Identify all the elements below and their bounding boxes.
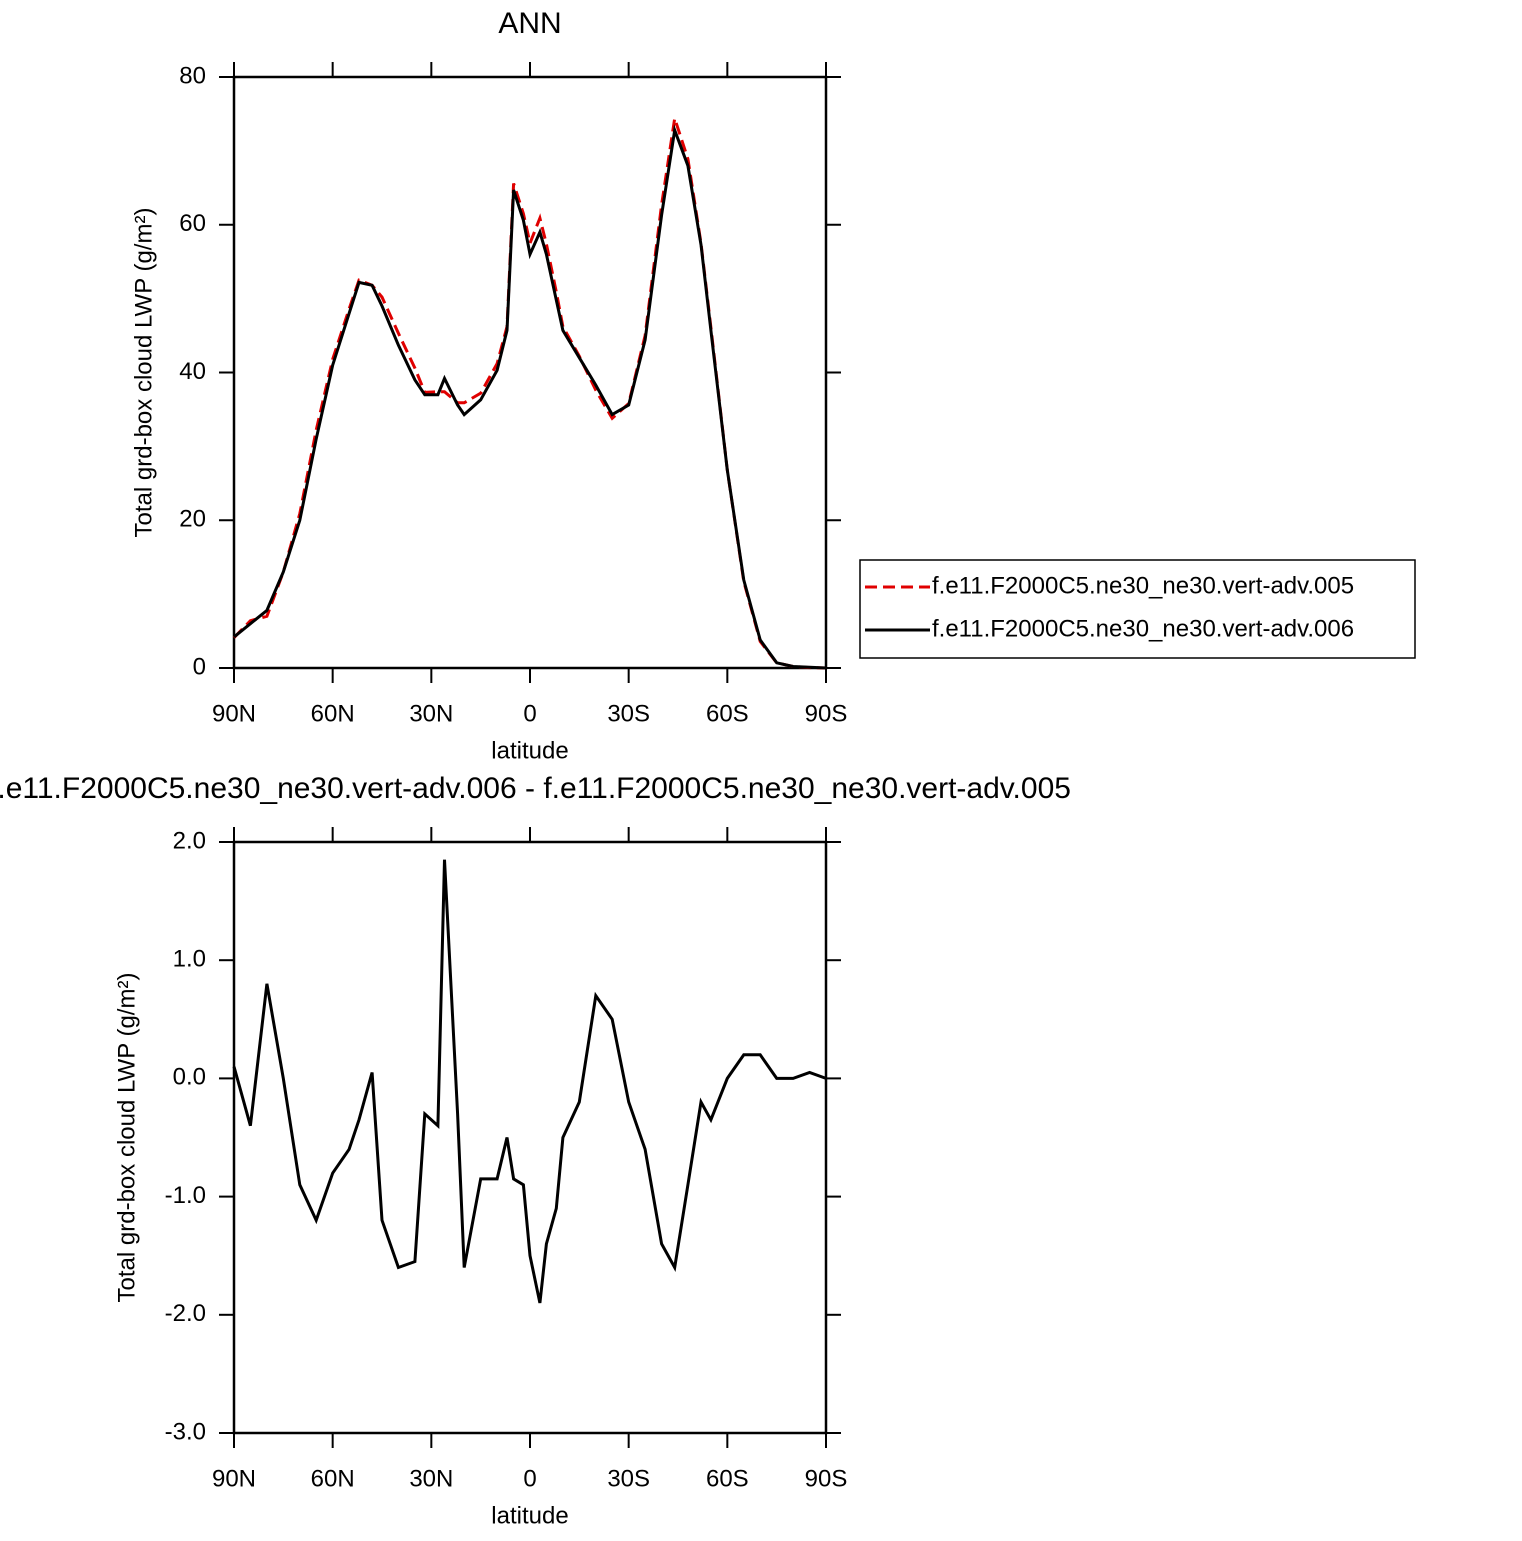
y-tick-label: 80	[179, 62, 206, 89]
y-tick-label: -2.0	[165, 1300, 206, 1327]
x-tick-label: 30S	[607, 1465, 650, 1492]
chart-title: f.e11.F2000C5.ne30_ne30.vert-adv.006 - f…	[0, 772, 1071, 805]
legend-label: f.e11.F2000C5.ne30_ne30.vert-adv.006	[932, 615, 1354, 642]
data-line	[232, 117, 827, 670]
y-axis-label: Total grd-box cloud LWP (g/m²)	[113, 973, 140, 1303]
x-tick-label: 60N	[311, 700, 355, 727]
chart-title: ANN	[498, 7, 561, 40]
y-tick-label: -3.0	[165, 1418, 206, 1445]
x-tick-label: 30N	[409, 1465, 453, 1492]
x-tick-label: 60S	[706, 700, 749, 727]
x-tick-label: 90N	[212, 700, 256, 727]
y-tick-label: 2.0	[173, 827, 206, 854]
legend-label: f.e11.F2000C5.ne30_ne30.vert-adv.005	[932, 572, 1354, 599]
x-tick-label: 0	[523, 700, 536, 727]
plot-frame	[232, 75, 828, 670]
data-line	[233, 124, 827, 670]
y-tick-label: 60	[179, 210, 206, 237]
x-tick-label: 30S	[607, 700, 650, 727]
y-tick-label: 40	[179, 358, 206, 385]
data-line	[232, 859, 827, 1304]
y-axis-label: Total grd-box cloud LWP (g/m²)	[130, 208, 157, 538]
y-tick-label: -1.0	[165, 1182, 206, 1209]
y-tick-label: 1.0	[173, 946, 206, 973]
x-tick-label: 30N	[409, 700, 453, 727]
x-axis-label: latitude	[491, 737, 568, 764]
x-tick-label: 90S	[805, 1465, 848, 1492]
y-tick-label: 20	[179, 506, 206, 533]
x-tick-label: 90S	[805, 700, 848, 727]
legend-box	[859, 559, 1416, 659]
y-tick-label: 0.0	[173, 1064, 206, 1091]
y-tick-label: 0	[193, 653, 206, 680]
plot-frame	[232, 840, 828, 1435]
x-axis-label: latitude	[491, 1502, 568, 1529]
x-tick-label: 60S	[706, 1465, 749, 1492]
x-tick-label: 90N	[212, 1465, 256, 1492]
x-tick-label: 60N	[311, 1465, 355, 1492]
x-tick-label: 0	[523, 1465, 536, 1492]
